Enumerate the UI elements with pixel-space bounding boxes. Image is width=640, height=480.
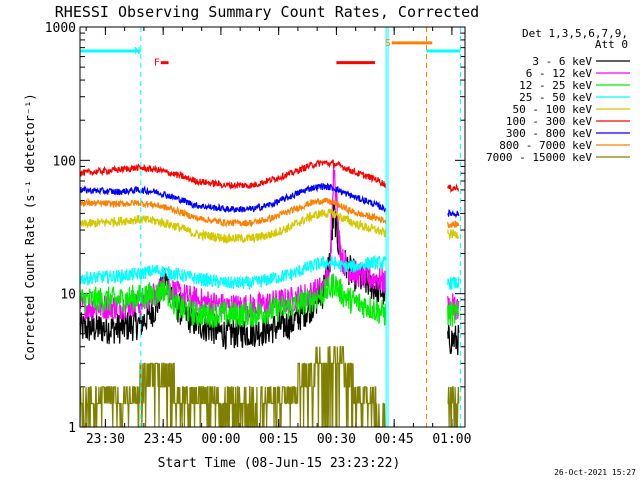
x-tick-label: 23:45 [144, 432, 183, 447]
y-tick-label: 10 [60, 288, 76, 303]
legend-entry-label: 3 - 6 keV [532, 55, 592, 68]
legend-header: Att 0 [595, 38, 628, 51]
flag-label: F [154, 58, 160, 69]
legend-entry-label: 12 - 25 keV [519, 79, 592, 92]
series-lines [79, 158, 460, 428]
x-axis-label: Start Time (08-Jun-15 23:23:22) [158, 456, 401, 471]
legend-entry-label: 800 - 7000 keV [499, 139, 592, 152]
flag-label: N [134, 46, 140, 57]
y-tick-label: 1 [68, 421, 76, 436]
x-tick-label: 00:00 [201, 432, 240, 447]
tick-labels: 23:30 23:45 00:00 00:15 00:30 00:45 01:00 1 10 10… [45, 21, 472, 447]
series-line-segment-2 [447, 229, 460, 241]
flag-label: S [385, 38, 391, 49]
legend-entry-label: 7000 - 15000 keV [486, 151, 592, 164]
x-tick-label: 23:30 [86, 432, 125, 447]
series-line-segment-2 [447, 220, 460, 228]
series-line-segment-2 [447, 209, 460, 219]
timestamp-label: 26-Oct-2021 15:27 [554, 468, 636, 477]
legend-header: Det 1,3,5,6,7,9, [522, 27, 628, 40]
legend-entry-label: 50 - 100 keV [513, 103, 593, 116]
legend-entry-label: 300 - 800 keV [506, 127, 592, 140]
x-tick-label: 00:45 [375, 432, 414, 447]
y-axis-label: Corrected Count Rate (s⁻¹ detector⁻¹) [23, 93, 37, 360]
series-line [79, 273, 387, 328]
series-line-segment-2 [447, 301, 460, 327]
series-line [79, 182, 386, 213]
y-tick-label: 1000 [45, 21, 76, 36]
series-line [79, 254, 387, 290]
x-tick-label: 00:30 [317, 432, 356, 447]
series-line-segment-2 [447, 324, 460, 356]
flag-bars: N F S [80, 38, 461, 69]
legend-entry-label: 6 - 12 keV [526, 67, 593, 80]
legend-entry-label: 100 - 300 keV [506, 115, 592, 128]
x-tick-label: 01:00 [432, 432, 471, 447]
series-line-segment-2 [447, 183, 460, 194]
series-line-segment-2 [447, 276, 460, 290]
vertical-markers [140, 27, 461, 427]
legend-entry-label: 25 - 50 keV [519, 91, 592, 104]
plot-frame [79, 26, 466, 428]
series-line [79, 197, 387, 229]
x-tick-label: 00:15 [259, 432, 298, 447]
series-line [79, 158, 387, 190]
chart-title: RHESSI Observing Summary Count Rates, Co… [55, 3, 479, 21]
series-line [79, 208, 387, 245]
series-line [79, 204, 387, 350]
y-tick-label: 100 [53, 154, 76, 169]
